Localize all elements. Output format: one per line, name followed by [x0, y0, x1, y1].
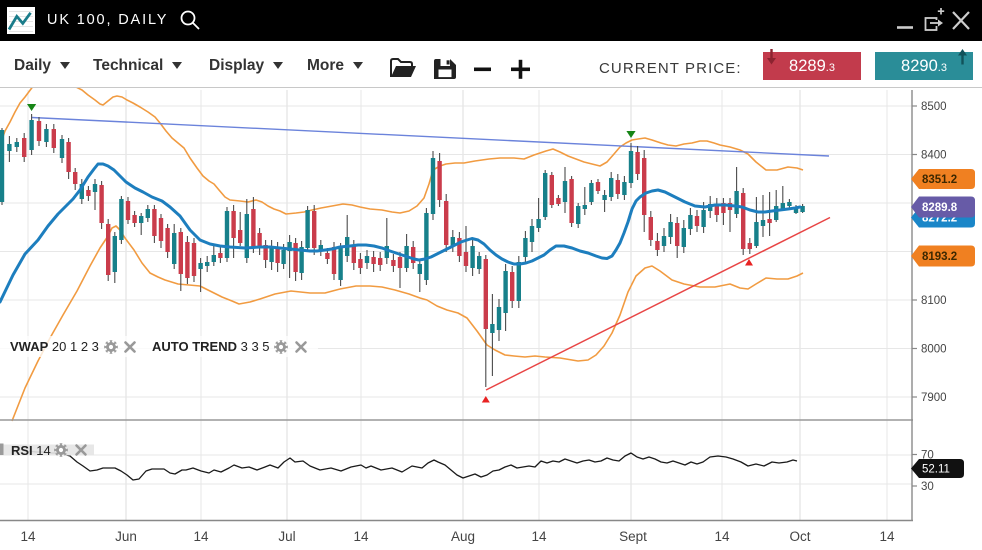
svg-text:8400: 8400: [921, 150, 947, 162]
svg-text:8500: 8500: [921, 101, 947, 113]
svg-text:14: 14: [193, 529, 209, 544]
svg-text:8351.2: 8351.2: [922, 174, 957, 186]
svg-text:8100: 8100: [921, 295, 947, 307]
svg-text:8193.2: 8193.2: [922, 251, 957, 263]
svg-text:Jun: Jun: [115, 529, 137, 544]
svg-text:52.11: 52.11: [922, 464, 950, 476]
svg-text:14: 14: [531, 529, 547, 544]
svg-text:14: 14: [353, 529, 369, 544]
svg-text:Aug: Aug: [451, 529, 475, 544]
svg-text:Oct: Oct: [789, 529, 810, 544]
svg-text:VWAP 20 1 2 3: VWAP 20 1 2 3: [10, 339, 99, 354]
svg-text:14: 14: [20, 529, 36, 544]
svg-text:8289.8: 8289.8: [922, 202, 958, 214]
svg-text:70: 70: [921, 450, 934, 462]
svg-text:14: 14: [879, 529, 895, 544]
svg-text:14: 14: [714, 529, 730, 544]
svg-text:Jul: Jul: [278, 529, 295, 544]
svg-text:8000: 8000: [921, 344, 947, 356]
svg-text:RSI 14: RSI 14: [11, 443, 51, 458]
svg-text:30: 30: [921, 481, 934, 493]
svg-text:Sept: Sept: [619, 529, 647, 544]
svg-text:AUTO TREND 3 3 5: AUTO TREND 3 3 5: [152, 339, 270, 354]
svg-text:7900: 7900: [921, 392, 947, 404]
